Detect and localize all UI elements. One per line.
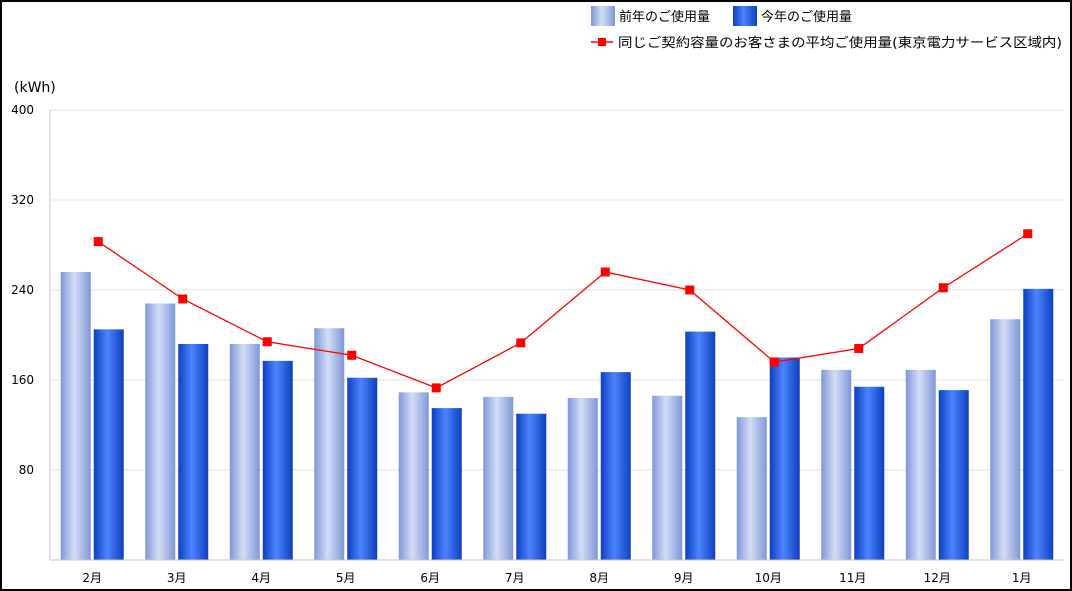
average-point [262,337,272,347]
bar-previous-year [145,303,176,560]
legend-label-average: 同じご契約容量のお客さまの平均ご使用量(東京電力サービス区域内) [618,35,1062,51]
x-tick-label: 8月 [589,571,609,585]
x-tick-label: 11月 [839,571,866,585]
x-tick-label: 6月 [420,571,440,585]
y-axis-unit-label: (kWh) [14,80,56,96]
bar-current-year [431,408,462,560]
x-tick-label: 7月 [505,571,525,585]
y-axis-ticks: 400 320 240 160 80 [11,103,34,477]
bar-previous-year [398,392,429,560]
x-tick-label: 9月 [674,571,694,585]
bars [60,272,1054,560]
average-polyline [97,233,1029,389]
bar-current-year [854,386,885,560]
bar-current-year [262,360,293,560]
x-axis-ticks: 2月 3月 4月 5月 6月 7月 8月 9月 10月 11月 12月 1月 [82,571,1031,585]
average-line [93,229,1033,393]
y-tick-label: 320 [11,193,34,207]
axes [49,110,1064,561]
gridlines [50,109,1064,471]
bar-current-year [769,357,800,560]
bar-current-year [600,372,631,560]
average-point [938,283,948,293]
x-tick-label: 12月 [924,571,951,585]
bar-previous-year [567,398,598,560]
legend-swatch-previous-year [591,6,615,26]
y-tick-label: 240 [11,283,34,297]
bar-current-year [685,331,716,560]
average-point [93,237,103,247]
average-point [854,344,864,353]
bar-current-year [178,344,209,560]
bar-current-year [347,377,378,560]
bar-previous-year [60,272,91,560]
legend-label-current-year: 今年のご使用量 [761,9,852,25]
bar-current-year [1023,288,1054,560]
average-point [600,267,610,277]
average-point [685,285,695,295]
legend-marker-average [598,38,606,46]
bar-previous-year [483,396,514,560]
bar-previous-year [652,395,683,560]
x-tick-label: 3月 [167,571,187,585]
legend-label-previous-year: 前年のご使用量 [619,9,710,25]
bar-current-year [938,390,969,560]
average-point [347,350,357,360]
bar-previous-year [736,417,767,560]
y-tick-label: 160 [11,373,34,387]
bar-previous-year [821,369,852,560]
x-tick-label: 4月 [251,571,271,585]
average-point [769,357,779,367]
legend-swatch-current-year [733,6,757,26]
bar-previous-year [314,328,345,560]
average-point [1023,229,1033,239]
bar-current-year [516,413,547,560]
bar-current-year [93,329,124,560]
bar-previous-year [229,344,260,560]
average-point [516,338,526,348]
x-tick-label: 1月 [1012,571,1032,585]
x-tick-label: 2月 [82,571,102,585]
x-tick-label: 10月 [755,571,782,585]
average-point [178,294,188,304]
y-tick-label: 400 [11,103,34,117]
legend: 前年のご使用量 今年のご使用量同じご契約容量のお客さまの平均ご使用量(東京電力サー… [591,6,1062,51]
bar-previous-year [905,369,936,560]
average-point [431,383,441,393]
bar-previous-year [990,319,1021,560]
y-tick-label: 80 [19,463,34,477]
x-tick-label: 5月 [336,571,356,585]
